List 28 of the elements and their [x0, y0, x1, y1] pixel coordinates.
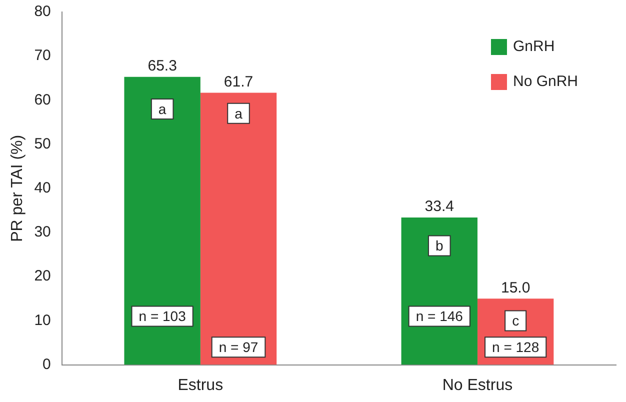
text: 15.0	[500, 279, 530, 296]
y-tick-label: 0	[42, 356, 51, 373]
y-tick-label: 30	[34, 224, 51, 241]
x-tick-label: Estrus	[178, 376, 224, 394]
text: 65.3	[148, 57, 177, 74]
annotation: a	[158, 100, 166, 117]
x-tick-label: No Estrus	[442, 376, 513, 394]
y-tick-label: 50	[34, 135, 51, 152]
bar	[200, 92, 277, 365]
annotation: n = 103	[138, 308, 186, 324]
text: 33.4	[424, 198, 454, 216]
y-tick-label: 70	[34, 47, 51, 64]
annotation: n = 128	[492, 339, 540, 356]
y-tick-label: 80	[34, 3, 51, 20]
legend-label: GnRH	[512, 38, 555, 56]
annotation: c	[512, 312, 520, 329]
y-tick-label: 40	[34, 180, 51, 197]
annotation: n = 97	[218, 339, 258, 356]
bar	[124, 76, 200, 365]
y-axis-title: PR per TAI (%)	[9, 134, 26, 242]
legend-label: No GnRH	[512, 73, 578, 90]
y-tick-label: 20	[34, 268, 51, 285]
y-tick-label: 10	[34, 312, 51, 329]
annotation: b	[435, 238, 444, 254]
annotation: n = 146	[416, 308, 464, 324]
text: 61.7	[224, 73, 254, 90]
annotation: a	[234, 105, 243, 122]
y-tick-label: 60	[34, 91, 51, 108]
